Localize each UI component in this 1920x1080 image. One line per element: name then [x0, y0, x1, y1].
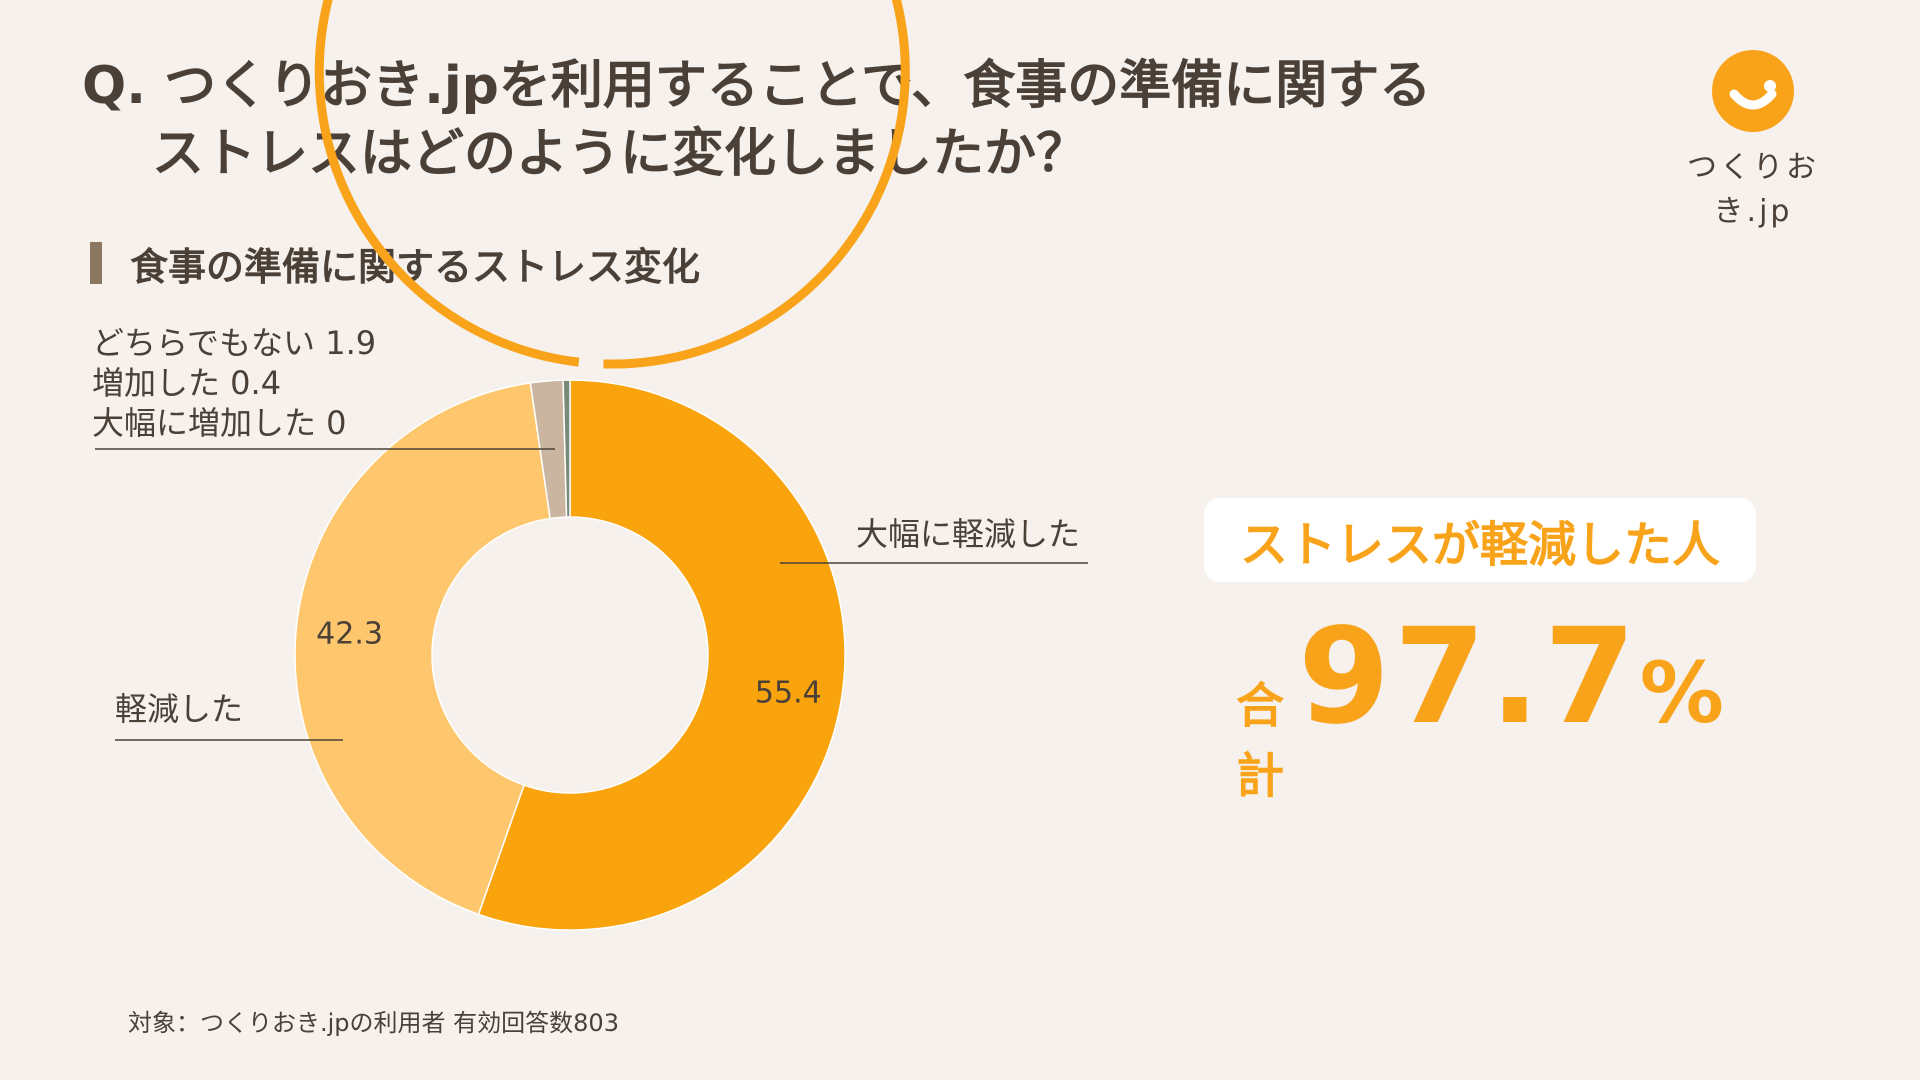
slice-1 — [294, 382, 551, 916]
slice-value-label-1: 42.3 — [316, 616, 383, 651]
chart-subtitle: 食事の準備に関するストレス変化 — [90, 238, 701, 289]
slice-0 — [477, 379, 846, 931]
question-line-1: Q. つくりおき.jpを利用することで、食事の準備に関する — [82, 56, 1432, 116]
callout-label-0: 大幅に軽減した — [856, 515, 1080, 553]
summary-label: ストレスが軽減した人 — [1239, 517, 1720, 573]
total-label: 合計 — [1236, 678, 1285, 804]
callout-label-1: 軽減した — [115, 690, 243, 728]
slice-3 — [562, 379, 571, 518]
footnote: 対象：つくりおき.jpの利用者 有効回答数803 — [128, 1009, 619, 1037]
slice-value-label-0: 55.4 — [755, 675, 822, 710]
chart-title: 食事の準備に関するストレス変化 — [130, 244, 701, 289]
total-value: 97.7 — [1298, 600, 1640, 754]
callout-label-3: 増加した 0.4 — [92, 364, 281, 402]
reduced-ring — [314, 0, 910, 369]
total-unit: % — [1639, 644, 1724, 742]
question-title: Q. つくりおき.jpを利用することで、食事の準備に関する ストレスはどのように… — [82, 52, 1431, 188]
logo-text: つくりおき.jp — [1687, 150, 1819, 229]
subtitle-bar — [90, 242, 102, 284]
summary-box: ストレスが軽減した人 — [1204, 498, 1756, 582]
brand-logo: つくりおき.jp — [1648, 50, 1858, 229]
total-result: 合計 97.7 % — [1236, 600, 1724, 804]
question-line-2: ストレスはどのように変化しましたか？ — [152, 124, 1089, 184]
callout-label-2: どちらでもない 1.9 — [92, 324, 376, 362]
smile-icon — [1712, 50, 1794, 132]
callout-label-4: 大幅に増加した 0 — [92, 404, 347, 442]
